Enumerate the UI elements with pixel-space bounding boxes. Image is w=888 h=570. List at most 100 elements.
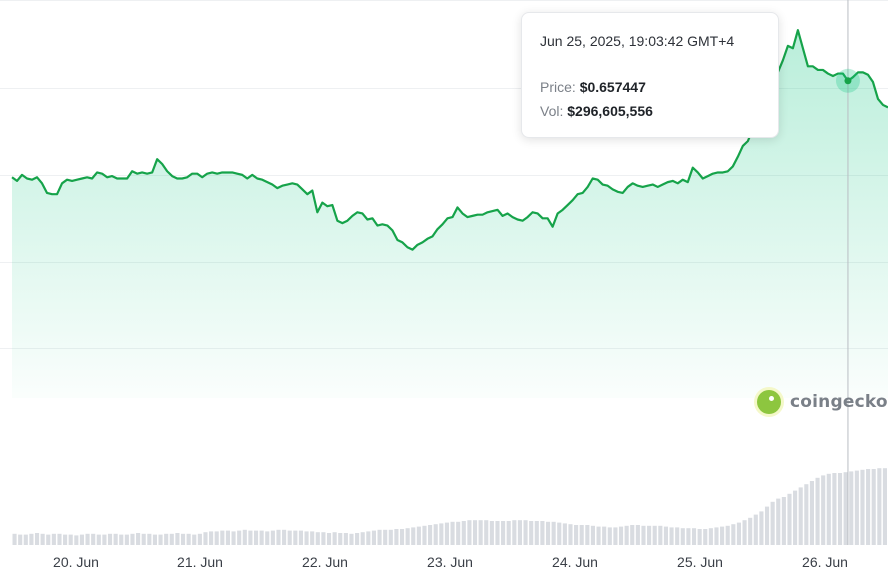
volume-bar bbox=[658, 525, 663, 545]
volume-bar bbox=[798, 487, 803, 545]
volume-bar bbox=[225, 530, 230, 545]
volume-bar bbox=[467, 520, 472, 545]
volume-bar bbox=[697, 529, 702, 545]
volume-bar bbox=[433, 524, 438, 545]
volume-bar bbox=[40, 533, 45, 545]
x-tick-label: 24. Jun bbox=[552, 554, 598, 570]
volume-bar bbox=[439, 523, 444, 545]
volume-bar bbox=[669, 527, 674, 545]
volume-bar bbox=[821, 475, 826, 545]
volume-bar bbox=[602, 526, 607, 545]
volume-bar bbox=[321, 532, 326, 545]
volume-bar bbox=[248, 530, 253, 545]
tooltip-volume-label: Vol: bbox=[540, 103, 564, 119]
volume-bar bbox=[635, 525, 640, 545]
volume-bar bbox=[214, 531, 219, 545]
volume-bar bbox=[180, 533, 186, 545]
volume-bar bbox=[837, 473, 843, 545]
volume-bar bbox=[590, 525, 595, 545]
volume-bar bbox=[871, 469, 876, 545]
volume-bar bbox=[860, 469, 865, 545]
volume-bar bbox=[736, 522, 741, 545]
volume-bar bbox=[854, 470, 859, 545]
tooltip-price-row: Price: $0.657447 bbox=[540, 75, 760, 99]
volume-bar bbox=[585, 525, 590, 545]
volume-bar bbox=[130, 533, 135, 545]
price-line[interactable] bbox=[11, 29, 888, 251]
volume-bar bbox=[551, 521, 556, 545]
volume-bar bbox=[57, 533, 62, 545]
volume-bar bbox=[79, 534, 84, 545]
volume-bar bbox=[360, 532, 365, 545]
volume-bar bbox=[461, 521, 466, 545]
volume-bar bbox=[596, 526, 601, 545]
volume-bar bbox=[832, 473, 837, 545]
volume-bar bbox=[91, 533, 96, 545]
volume-bar bbox=[293, 530, 298, 545]
volume-bar bbox=[545, 521, 551, 545]
volume-bar bbox=[276, 529, 281, 545]
volume-bar bbox=[523, 520, 528, 545]
volume-bar bbox=[489, 521, 494, 545]
volume-bar bbox=[371, 530, 376, 545]
hover-marker[interactable] bbox=[844, 77, 852, 85]
x-tick-label: 22. Jun bbox=[302, 554, 348, 570]
volume-bar bbox=[815, 477, 820, 545]
volume-bar bbox=[517, 520, 522, 545]
x-tick-label: 25. Jun bbox=[677, 554, 723, 570]
volume-bar bbox=[304, 531, 309, 545]
volume-bar bbox=[714, 527, 719, 545]
volume-bar bbox=[113, 533, 118, 545]
volume-bar bbox=[444, 522, 449, 545]
volume-bar bbox=[725, 525, 730, 545]
volume-bar bbox=[377, 529, 382, 545]
volume-bars bbox=[12, 468, 887, 545]
volume-bar bbox=[753, 514, 758, 545]
volume-bar bbox=[450, 521, 455, 545]
volume-bar bbox=[102, 534, 107, 545]
volume-bar bbox=[720, 526, 725, 545]
volume-bar bbox=[624, 525, 629, 545]
volume-bar bbox=[107, 533, 113, 545]
volume-bar bbox=[388, 529, 393, 545]
volume-bar bbox=[51, 533, 56, 545]
tooltip-price-label: Price: bbox=[540, 79, 576, 95]
volume-bar bbox=[405, 528, 410, 545]
volume-bar bbox=[68, 534, 73, 545]
volume-bar bbox=[647, 525, 652, 545]
volume-bar bbox=[495, 521, 500, 545]
volume-bar bbox=[136, 533, 141, 545]
volume-bar bbox=[764, 506, 770, 545]
volume-bar bbox=[849, 471, 854, 545]
volume-bar bbox=[843, 472, 848, 545]
volume-bar bbox=[428, 525, 433, 545]
volume-bar bbox=[641, 525, 646, 545]
volume-bar bbox=[152, 534, 157, 545]
volume-bar bbox=[562, 523, 567, 545]
volume-bar bbox=[332, 532, 337, 545]
volume-bar bbox=[416, 526, 421, 545]
volume-bar bbox=[186, 533, 191, 545]
volume-bar bbox=[209, 531, 214, 545]
volume-bar bbox=[675, 527, 680, 545]
volume-bar bbox=[394, 529, 399, 545]
volume-bar bbox=[203, 532, 208, 545]
volume-bar bbox=[501, 521, 506, 545]
volume-bar bbox=[119, 534, 124, 545]
volume-bar bbox=[175, 533, 180, 545]
volume-bar bbox=[326, 533, 332, 545]
volume-bar bbox=[529, 521, 534, 545]
volume-bar bbox=[478, 520, 483, 545]
volume-bar bbox=[422, 525, 427, 545]
x-tick-label: 20. Jun bbox=[53, 554, 99, 570]
volume-bar bbox=[399, 529, 405, 545]
coingecko-watermark: coingecko bbox=[757, 388, 888, 416]
volume-bar bbox=[315, 532, 320, 545]
volume-bar bbox=[298, 530, 303, 545]
volume-bar bbox=[748, 517, 753, 545]
tooltip-price-value: $0.657447 bbox=[579, 79, 646, 95]
tooltip-volume-row: Vol: $296,605,556 bbox=[540, 99, 760, 123]
volume-bar bbox=[540, 521, 545, 545]
volume-bar bbox=[147, 533, 152, 545]
